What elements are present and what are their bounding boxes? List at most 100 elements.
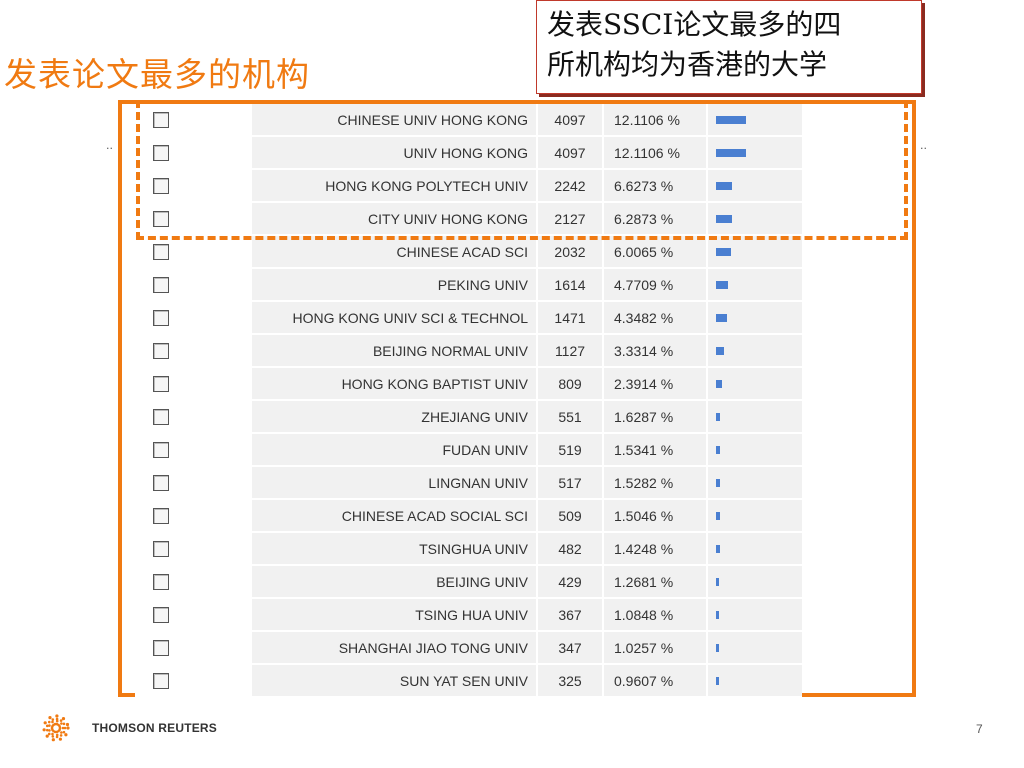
- record-count: 4097: [536, 136, 603, 170]
- row-checkbox[interactable]: [153, 210, 169, 227]
- row-checkbox[interactable]: [153, 474, 169, 491]
- row-checkbox[interactable]: [153, 573, 169, 590]
- row-checkbox[interactable]: [153, 606, 169, 623]
- table-row: ZHEJIANG UNIV 551 1.6287 %: [135, 400, 802, 434]
- bar-cell: [706, 136, 802, 170]
- percent-bar: [716, 181, 732, 190]
- institution-name: CITY UNIV HONG KONG: [252, 202, 537, 236]
- institution-name: UNIV HONG KONG: [252, 136, 537, 170]
- checkbox-cell: [135, 664, 252, 698]
- institution-name: TSINGHUA UNIV: [252, 532, 537, 566]
- callout-box: 发表SSCI论文最多的四 所机构均为香港的大学: [536, 0, 922, 94]
- row-checkbox[interactable]: [153, 441, 169, 458]
- table-row: CHINESE UNIV HONG KONG 4097 12.1106 %: [135, 104, 802, 137]
- record-count: 2242: [536, 169, 603, 203]
- checkbox-cell: [135, 104, 252, 137]
- table-row: FUDAN UNIV 519 1.5341 %: [135, 433, 802, 467]
- record-count: 1614: [536, 268, 603, 302]
- checkbox-cell: [135, 466, 252, 500]
- record-count: 1127: [536, 334, 603, 368]
- checkbox-cell: [135, 169, 252, 203]
- row-checkbox[interactable]: [153, 375, 169, 392]
- record-percent: 1.4248 %: [602, 532, 707, 566]
- institution-name: CHINESE ACAD SCI: [252, 235, 537, 269]
- record-count: 367: [536, 598, 603, 632]
- institution-name: FUDAN UNIV: [252, 433, 537, 467]
- bar-cell: [706, 169, 802, 203]
- institution-name: BEIJING UNIV: [252, 565, 537, 599]
- record-percent: 12.1106 %: [602, 136, 707, 170]
- table-row: CHINESE ACAD SCI 2032 6.0065 %: [135, 235, 802, 269]
- highlight-dashed-box: [136, 100, 908, 240]
- record-count: 551: [536, 400, 603, 434]
- row-checkbox[interactable]: [153, 177, 169, 194]
- percent-bar: [716, 610, 719, 619]
- institution-name: HONG KONG UNIV SCI & TECHNOL: [252, 301, 537, 335]
- checkbox-cell: [135, 334, 252, 368]
- percent-bar: [716, 643, 719, 652]
- institution-name: LINGNAN UNIV: [252, 466, 537, 500]
- row-checkbox[interactable]: [153, 144, 169, 161]
- percent-bar: [716, 412, 720, 421]
- table-row: HONG KONG UNIV SCI & TECHNOL 1471 4.3482 %: [135, 301, 802, 335]
- row-checkbox[interactable]: [153, 342, 169, 359]
- row-checkbox[interactable]: [153, 408, 169, 425]
- record-percent: 1.2681 %: [602, 565, 707, 599]
- checkbox-cell: [135, 235, 252, 269]
- record-percent: 1.0848 %: [602, 598, 707, 632]
- percent-bar: [716, 544, 720, 553]
- bar-cell: [706, 664, 802, 698]
- record-count: 325: [536, 664, 603, 698]
- institution-name: TSING HUA UNIV: [252, 598, 537, 632]
- row-checkbox[interactable]: [153, 276, 169, 293]
- table-row: CITY UNIV HONG KONG 2127 6.2873 %: [135, 202, 802, 236]
- record-count: 429: [536, 565, 603, 599]
- record-percent: 6.6273 %: [602, 169, 707, 203]
- record-percent: 6.0065 %: [602, 235, 707, 269]
- row-checkbox[interactable]: [153, 540, 169, 557]
- table-row: TSING HUA UNIV 367 1.0848 %: [135, 598, 802, 632]
- table-row: BEIJING NORMAL UNIV 1127 3.3314 %: [135, 334, 802, 368]
- row-checkbox[interactable]: [153, 111, 169, 128]
- institution-name: HONG KONG POLYTECH UNIV: [252, 169, 537, 203]
- percent-bar: [716, 280, 728, 289]
- record-count: 2127: [536, 202, 603, 236]
- record-count: 2032: [536, 235, 603, 269]
- institution-name: CHINESE UNIV HONG KONG: [252, 104, 537, 137]
- institution-name: SUN YAT SEN UNIV: [252, 664, 537, 698]
- row-checkbox[interactable]: [153, 507, 169, 524]
- bar-cell: [706, 565, 802, 599]
- slide-title: 发表论文最多的机构: [4, 55, 310, 94]
- record-percent: 6.2873 %: [602, 202, 707, 236]
- row-checkbox[interactable]: [153, 672, 169, 689]
- row-checkbox[interactable]: [153, 243, 169, 260]
- record-percent: 4.3482 %: [602, 301, 707, 335]
- percent-bar: [716, 115, 746, 124]
- brand-name: THOMSON REUTERS: [92, 721, 218, 735]
- percent-bar: [716, 148, 746, 157]
- percent-bar: [716, 346, 724, 355]
- institution-name: BEIJING NORMAL UNIV: [252, 334, 537, 368]
- row-checkbox[interactable]: [153, 639, 169, 656]
- record-percent: 1.6287 %: [602, 400, 707, 434]
- checkbox-cell: [135, 631, 252, 665]
- checkbox-cell: [135, 499, 252, 533]
- table-row: BEIJING UNIV 429 1.2681 %: [135, 565, 802, 599]
- checkbox-cell: [135, 136, 252, 170]
- checkbox-cell: [135, 400, 252, 434]
- thomson-reuters-logo-icon: [42, 714, 70, 742]
- bar-cell: [706, 334, 802, 368]
- institution-name: ZHEJIANG UNIV: [252, 400, 537, 434]
- page-number: 7: [976, 722, 983, 736]
- percent-bar: [716, 313, 727, 322]
- record-count: 347: [536, 631, 603, 665]
- checkbox-cell: [135, 202, 252, 236]
- bar-cell: [706, 301, 802, 335]
- record-percent: 1.5341 %: [602, 433, 707, 467]
- checkbox-cell: [135, 301, 252, 335]
- institution-name: SHANGHAI JIAO TONG UNIV: [252, 631, 537, 665]
- row-checkbox[interactable]: [153, 309, 169, 326]
- bar-cell: [706, 104, 802, 137]
- checkbox-cell: [135, 367, 252, 401]
- record-percent: 1.5282 %: [602, 466, 707, 500]
